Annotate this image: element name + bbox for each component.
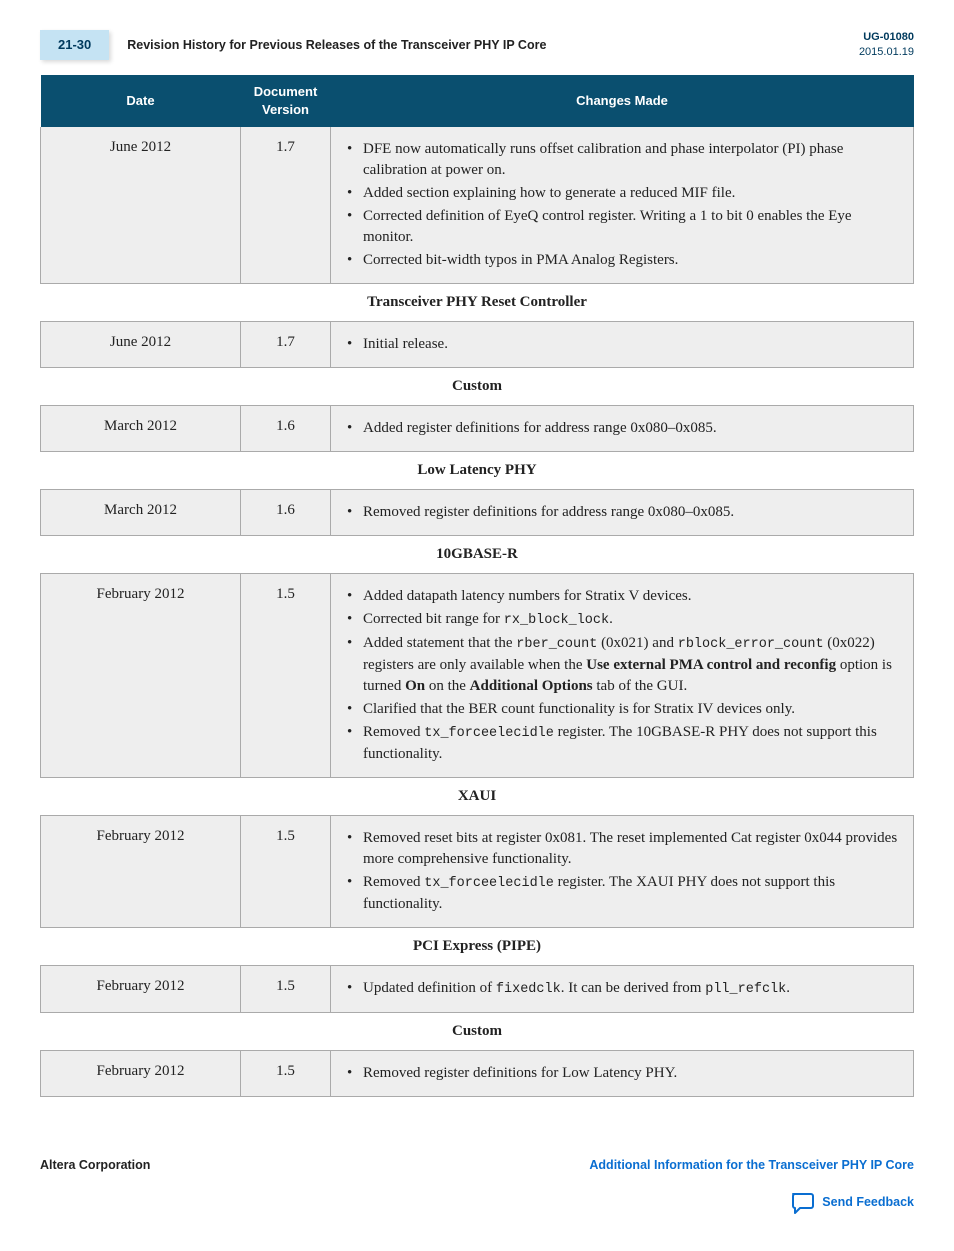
changes-cell: Removed register definitions for Low Lat… bbox=[331, 1050, 914, 1096]
table-row: February 20121.5 Removed register definit… bbox=[41, 1050, 914, 1096]
changes-list: Added register definitions for address r… bbox=[343, 418, 901, 439]
send-feedback-link[interactable]: Send Feedback bbox=[790, 1192, 914, 1214]
changes-cell: Added datapath latency numbers for Strat… bbox=[331, 574, 914, 778]
change-item: Added section explaining how to generate… bbox=[343, 183, 901, 204]
table-row: February 20121.5 Removed reset bits at re… bbox=[41, 815, 914, 927]
changes-list: Removed register definitions for Low Lat… bbox=[343, 1063, 901, 1084]
page-footer: Altera Corporation Additional Informatio… bbox=[40, 1157, 914, 1221]
change-item: Added datapath latency numbers for Strat… bbox=[343, 586, 901, 607]
revision-table: Date Document Version Changes Made June … bbox=[40, 75, 914, 1097]
page-header: 21-30 Revision History for Previous Rele… bbox=[40, 30, 914, 61]
date-cell: March 2012 bbox=[41, 406, 241, 452]
change-item: Added statement that the rber_count (0x0… bbox=[343, 633, 901, 697]
version-cell: 1.6 bbox=[241, 490, 331, 536]
table-row: 10GBASE-R bbox=[41, 536, 914, 574]
change-item: Removed tx_forceelecidle register. The 1… bbox=[343, 722, 901, 765]
change-item: Removed register definitions for address… bbox=[343, 502, 901, 523]
table-row: March 20121.6 Added register definitions … bbox=[41, 406, 914, 452]
version-cell: 1.5 bbox=[241, 1050, 331, 1096]
changes-cell: DFE now automatically runs offset calibr… bbox=[331, 127, 914, 284]
change-item: Corrected definition of EyeQ control reg… bbox=[343, 206, 901, 248]
changes-cell: Updated definition of fixedclk. It can b… bbox=[331, 965, 914, 1012]
change-item: Added register definitions for address r… bbox=[343, 418, 901, 439]
table-row: February 20121.5 Added datapath latency n… bbox=[41, 574, 914, 778]
col-date: Date bbox=[41, 75, 241, 127]
section-header-cell: PCI Express (PIPE) bbox=[41, 927, 914, 965]
table-row: Transceiver PHY Reset Controller bbox=[41, 284, 914, 322]
doc-id: UG-01080 bbox=[859, 30, 914, 45]
page-title: Revision History for Previous Releases o… bbox=[127, 37, 546, 55]
col-changes: Changes Made bbox=[331, 75, 914, 127]
date-cell: June 2012 bbox=[41, 127, 241, 284]
changes-list: Initial release. bbox=[343, 334, 901, 355]
table-row: March 20121.6 Removed register definition… bbox=[41, 490, 914, 536]
date-cell: February 2012 bbox=[41, 965, 241, 1012]
page-number-box: 21-30 bbox=[40, 30, 109, 60]
header-left: 21-30 Revision History for Previous Rele… bbox=[40, 30, 546, 60]
table-row: June 20121.7 Initial release. bbox=[41, 322, 914, 368]
change-item: Removed reset bits at register 0x081. Th… bbox=[343, 828, 901, 870]
change-item: Initial release. bbox=[343, 334, 901, 355]
changes-list: Removed register definitions for address… bbox=[343, 502, 901, 523]
section-header-cell: XAUI bbox=[41, 777, 914, 815]
table-row: Low Latency PHY bbox=[41, 452, 914, 490]
changes-cell: Removed register definitions for address… bbox=[331, 490, 914, 536]
footer-company: Altera Corporation bbox=[40, 1157, 150, 1175]
feedback-icon bbox=[790, 1192, 816, 1214]
table-row: February 20121.5 Updated definition of fi… bbox=[41, 965, 914, 1012]
table-row: PCI Express (PIPE) bbox=[41, 927, 914, 965]
change-item: Updated definition of fixedclk. It can b… bbox=[343, 978, 901, 1000]
section-header-cell: Transceiver PHY Reset Controller bbox=[41, 284, 914, 322]
version-cell: 1.7 bbox=[241, 322, 331, 368]
changes-list: DFE now automatically runs offset calibr… bbox=[343, 139, 901, 271]
changes-list: Updated definition of fixedclk. It can b… bbox=[343, 978, 901, 1000]
feedback-label: Send Feedback bbox=[822, 1194, 914, 1212]
version-cell: 1.5 bbox=[241, 574, 331, 778]
table-row: June 20121.7 DFE now automatically runs o… bbox=[41, 127, 914, 284]
footer-right: Additional Information for the Transceiv… bbox=[589, 1157, 914, 1221]
date-cell: February 2012 bbox=[41, 574, 241, 778]
version-cell: 1.5 bbox=[241, 965, 331, 1012]
date-cell: June 2012 bbox=[41, 322, 241, 368]
changes-cell: Initial release. bbox=[331, 322, 914, 368]
changes-cell: Removed reset bits at register 0x081. Th… bbox=[331, 815, 914, 927]
changes-list: Removed reset bits at register 0x081. Th… bbox=[343, 828, 901, 915]
header-right: UG-01080 2015.01.19 bbox=[859, 30, 914, 61]
change-item: Clarified that the BER count functionali… bbox=[343, 699, 901, 720]
date-cell: February 2012 bbox=[41, 815, 241, 927]
section-header-cell: 10GBASE-R bbox=[41, 536, 914, 574]
table-row: Custom bbox=[41, 1012, 914, 1050]
version-cell: 1.6 bbox=[241, 406, 331, 452]
change-item: Corrected bit-width typos in PMA Analog … bbox=[343, 250, 901, 271]
changes-list: Added datapath latency numbers for Strat… bbox=[343, 586, 901, 765]
version-cell: 1.7 bbox=[241, 127, 331, 284]
date-cell: March 2012 bbox=[41, 490, 241, 536]
change-item: Corrected bit range for rx_block_lock. bbox=[343, 609, 901, 631]
table-row: XAUI bbox=[41, 777, 914, 815]
footer-doc-link[interactable]: Additional Information for the Transceiv… bbox=[589, 1157, 914, 1175]
section-header-cell: Custom bbox=[41, 1012, 914, 1050]
section-header-cell: Custom bbox=[41, 368, 914, 406]
changes-cell: Added register definitions for address r… bbox=[331, 406, 914, 452]
table-row: Custom bbox=[41, 368, 914, 406]
change-item: DFE now automatically runs offset calibr… bbox=[343, 139, 901, 181]
date-cell: February 2012 bbox=[41, 1050, 241, 1096]
version-cell: 1.5 bbox=[241, 815, 331, 927]
col-version: Document Version bbox=[241, 75, 331, 127]
section-header-cell: Low Latency PHY bbox=[41, 452, 914, 490]
change-item: Removed tx_forceelecidle register. The X… bbox=[343, 872, 901, 915]
doc-date: 2015.01.19 bbox=[859, 45, 914, 60]
change-item: Removed register definitions for Low Lat… bbox=[343, 1063, 901, 1084]
